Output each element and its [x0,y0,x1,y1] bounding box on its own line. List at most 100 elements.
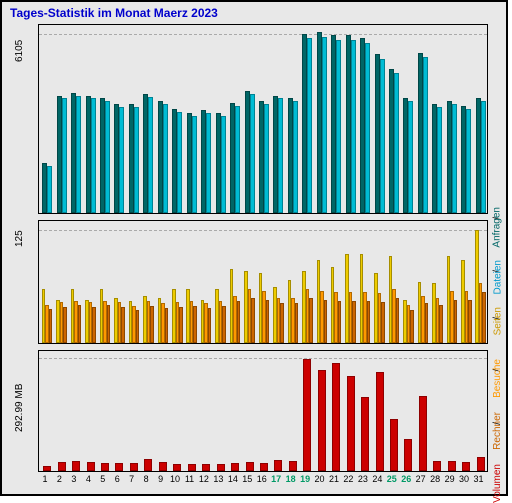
bar-rechner [309,298,313,343]
bar-volumen [260,463,268,471]
bar-volumen [101,463,109,471]
bar-volumen [246,462,254,471]
bar-dateien [322,37,327,213]
x-tick: 31 [472,474,486,484]
bar-rechner [324,300,328,343]
bar-rechner [295,303,299,343]
bar-volumen [58,462,66,471]
x-tick: 22 [341,474,355,484]
bar-volumen [87,462,95,471]
bar-dateien [380,59,385,213]
x-tick: 27 [414,474,428,484]
bar-dateien [351,40,356,213]
x-tick: 23 [356,474,370,484]
bar-dateien [394,73,399,213]
bar-rechner [266,300,270,343]
bar-volumen [144,459,152,471]
bar-volumen [159,462,167,471]
bar-rechner [193,306,197,343]
bar-dateien [336,40,341,213]
bar-rechner [381,302,385,343]
legend-volumen: Volumen [492,464,503,503]
bar-dateien [250,94,255,213]
bar-volumen [332,363,340,471]
ylabel-top: 6105 [14,40,25,62]
bar-volumen [115,463,123,471]
bar-volumen [274,460,282,471]
legend-dateien: Dateien [492,260,503,294]
bar-dateien [76,96,81,214]
bar-dateien [134,107,139,213]
bar-rechner [482,292,486,343]
bar-dateien [206,113,211,213]
x-tick: 30 [457,474,471,484]
bar-rechner [454,300,458,343]
bar-dateien [481,101,486,213]
x-tick: 16 [255,474,269,484]
x-axis: 1234567891011121314151617181920212223242… [38,472,486,492]
panel-volumen [38,350,488,472]
bar-rechner [78,305,82,343]
x-tick: 26 [399,474,413,484]
legend-rechner: Rechner [492,412,503,450]
x-tick: 3 [67,474,81,484]
bar-dateien [278,98,283,213]
bar-dateien [423,57,428,213]
bar-rechner [396,298,400,343]
bar-volumen [188,464,196,471]
bar-rechner [352,301,356,343]
x-tick: 2 [52,474,66,484]
x-tick: 20 [313,474,327,484]
bar-rechner [468,300,472,343]
bar-volumen [289,461,297,471]
bar-rechner [338,301,342,343]
bar-dateien [307,38,312,213]
x-tick: 6 [110,474,124,484]
legend-besuche: Besuche [492,359,503,398]
bar-dateien [62,98,67,213]
ylabel-bot: 292.99 MB [14,384,25,432]
bar-rechner [136,310,140,343]
chart-container: Tages-Statistik im Monat Maerz 2023 6105… [0,0,508,496]
bar-dateien [177,112,182,213]
bar-volumen [130,463,138,471]
bar-dateien [163,104,168,213]
bar-rechner [425,303,429,343]
bar-volumen [361,397,369,471]
x-tick: 1 [38,474,52,484]
x-tick: 9 [154,474,168,484]
bar-volumen [173,464,181,471]
x-tick: 17 [269,474,283,484]
x-tick: 19 [298,474,312,484]
bar-rechner [63,307,67,343]
x-tick: 25 [385,474,399,484]
x-tick: 11 [183,474,197,484]
bar-dateien [148,97,153,213]
bar-dateien [408,101,413,213]
bar-volumen [217,464,225,471]
bar-dateien [235,106,240,213]
x-tick: 13 [211,474,225,484]
x-tick: 21 [327,474,341,484]
x-tick: 15 [240,474,254,484]
bar-dateien [365,43,370,213]
bar-volumen [318,370,326,471]
x-tick: 28 [428,474,442,484]
bar-dateien [47,166,52,213]
x-tick: 4 [81,474,95,484]
bar-volumen [390,419,398,471]
bar-rechner [251,298,255,343]
x-tick: 10 [168,474,182,484]
bar-volumen [43,466,51,471]
bar-volumen [462,462,470,471]
ylabel-mid: 125 [14,230,25,247]
legend-seiten: Seiten [492,307,503,335]
legend-anfragen: Anfragen [492,207,503,248]
bar-volumen [404,439,412,471]
bar-volumen [448,461,456,471]
bar-dateien [293,101,298,213]
bar-rechner [367,301,371,343]
chart-title: Tages-Statistik im Monat Maerz 2023 [10,6,218,20]
bar-rechner [280,303,284,343]
bar-rechner [439,305,443,343]
